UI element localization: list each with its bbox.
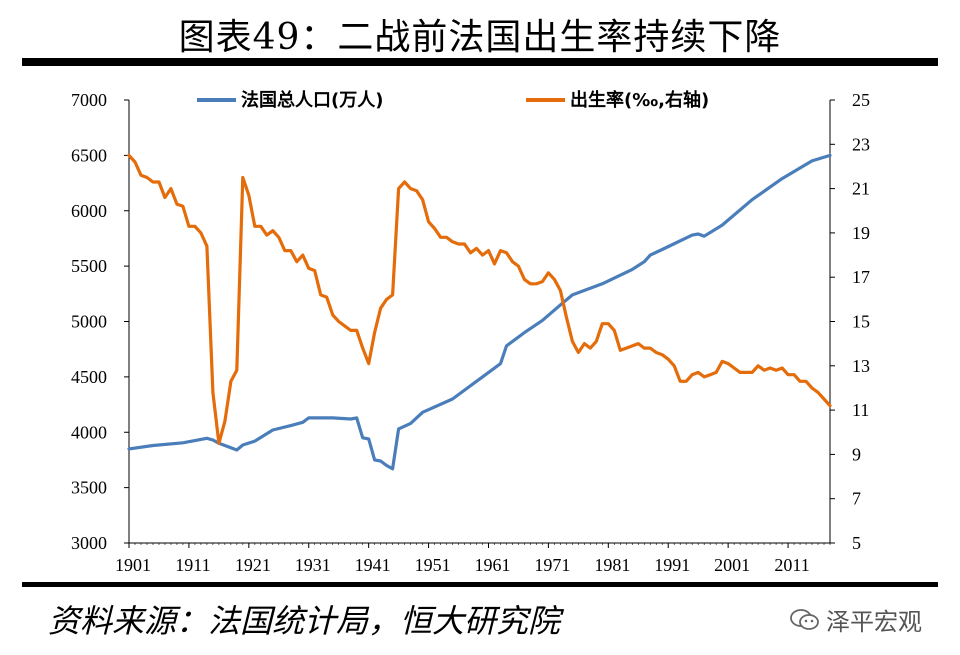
y-right-tick-label: 21	[852, 179, 870, 199]
y-left-tick-label: 3500	[71, 478, 107, 498]
wechat-icon	[790, 608, 819, 630]
y-right-tick-label: 11	[852, 400, 869, 420]
legend-label-birthrate: 出生率(‰,右轴)	[570, 89, 709, 111]
x-tick-label: 2011	[774, 555, 809, 575]
y-right-tick-label: 5	[852, 533, 861, 553]
source-note: 资料来源：法国统计局，恒大研究院	[48, 602, 561, 640]
x-tick-label: 1971	[534, 555, 570, 575]
x-tick-label: 1951	[415, 555, 451, 575]
brand-watermark: 泽平宏观	[790, 602, 922, 637]
y-left-tick-label: 3000	[71, 533, 107, 553]
y-left-tick-label: 4500	[71, 367, 107, 387]
page-title: 图表49：二战前法国出生率持续下降	[178, 17, 782, 58]
x-tick-label: 1921	[235, 555, 271, 575]
y-left-tick-label: 6500	[71, 145, 107, 165]
x-tick-label: 1961	[474, 555, 510, 575]
y-left-tick-label: 5000	[71, 312, 107, 332]
y-right-tick-label: 13	[852, 356, 870, 376]
line-chart: 3000 3500 4000 4500 5000 5500 6000 6500 7000 5 7 9 1…	[71, 89, 870, 575]
y-right-tick-label: 19	[852, 223, 870, 243]
y-left-tick-label: 5500	[71, 256, 107, 276]
y-left-tick-label: 6000	[71, 201, 107, 221]
y-right-tick-label: 17	[852, 267, 870, 287]
y-right-tick-label: 7	[852, 489, 861, 509]
x-tick-label: 1991	[654, 555, 690, 575]
x-tick-label: 1981	[594, 555, 630, 575]
x-tick-label: 2001	[714, 555, 750, 575]
chart-legend: 法国总人口(万人) 出生率(‰,右轴)	[197, 89, 709, 111]
y-right-tick-label: 9	[852, 444, 861, 464]
x-tick-label: 1931	[295, 555, 331, 575]
x-tick-label: 1911	[175, 555, 210, 575]
chart-series	[127, 153, 832, 471]
y-left-tick-label: 4000	[71, 422, 107, 442]
legend-label-population: 法国总人口(万人)	[241, 89, 383, 111]
series-line-population	[127, 153, 832, 471]
x-tick-label: 1941	[355, 555, 391, 575]
brand-name: 泽平宏观	[826, 608, 922, 636]
x-tick-label: 1901	[115, 555, 151, 575]
source-divider	[22, 582, 938, 587]
y-right-tick-label: 23	[852, 134, 870, 154]
chart-axes: 3000 3500 4000 4500 5000 5500 6000 6500 7000 5 7 9 1…	[71, 90, 870, 575]
y-right-tick-label: 15	[852, 312, 870, 332]
title-divider	[22, 58, 938, 66]
series-line-birthrate	[127, 153, 832, 445]
y-left-tick-label: 7000	[71, 90, 107, 110]
y-right-tick-label: 25	[852, 90, 870, 110]
